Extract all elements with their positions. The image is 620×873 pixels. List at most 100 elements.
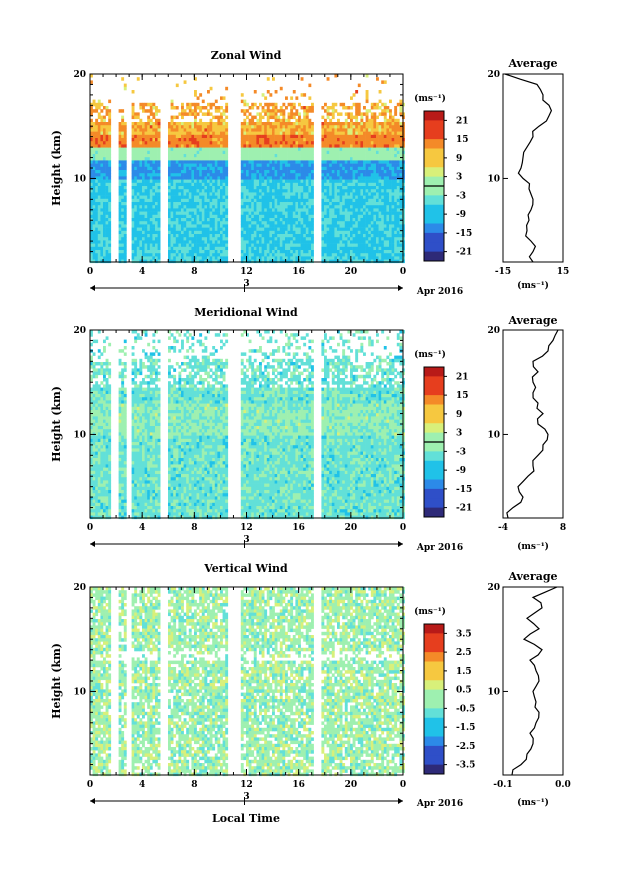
heatmap-cell [305,150,309,155]
heatmap-cell [100,259,104,264]
heatmap-cell [90,160,93,164]
heatmap-cell [155,170,158,174]
heatmap-cell [295,250,299,254]
heatmap-cell [383,160,387,164]
heatmap-cell [342,122,346,126]
heatmap-cell [246,202,249,206]
heatmap-cell [277,170,281,174]
heatmap-cell [272,202,275,206]
heatmap-cell [212,115,216,120]
heatmap-cell [347,221,351,225]
heatmap-cell [253,150,257,155]
heatmap-cell [363,211,366,216]
heatmap-cell [285,205,288,209]
heatmap-cell [303,138,307,142]
heatmap-cell [134,125,138,129]
heatmap-cell [347,160,351,164]
heatmap-cell [363,125,366,129]
heatmap-cell [212,186,216,190]
heatmap-cell [347,166,351,171]
heatmap-cell [196,128,200,132]
heatmap-cell [199,234,203,238]
heatmap-cell [303,186,307,190]
heatmap-cell [344,166,348,171]
heatmap-cell [246,227,249,232]
heatmap-cell [305,198,309,203]
heatmap-cell [386,160,390,164]
heatmap-cell [368,109,372,113]
heatmap-cell [136,237,140,241]
heatmap-cell [378,173,382,177]
heatmap-cell [222,234,226,238]
heatmap-cell [248,170,252,174]
heatmap-cell [329,134,333,139]
heatmap-cell [394,202,398,206]
heatmap-cell [331,182,335,187]
heatmap-cell [311,224,314,228]
heatmap-cell [92,154,96,158]
heatmap-cell [259,157,262,161]
heatmap-cell [194,173,197,177]
heatmap-cell [264,230,268,235]
heatmap-cell [225,182,229,187]
heatmap-cell [295,118,299,123]
heatmap-cell [253,144,257,148]
heatmap-cell [183,80,187,84]
heatmap-cell [240,227,244,232]
heatmap-cell [170,131,174,136]
heatmap-cell [277,230,281,235]
heatmap-cell [311,122,314,126]
heatmap-cell [207,150,210,155]
heatmap-cell [389,221,392,225]
heatmap-cell [134,128,138,132]
heatmap-cell [326,237,330,241]
heatmap-cell [350,115,353,120]
heatmap-cell [144,128,148,132]
heatmap-cell [139,205,143,209]
heatmap-cell [95,118,99,123]
heatmap-cell [173,157,177,161]
heatmap-cell [305,205,309,209]
heatmap-cell [251,198,255,203]
heatmap-cell [290,176,294,180]
heatmap-cell [365,173,369,177]
heatmap-cell [396,224,400,228]
heatmap-cell [220,230,223,235]
heatmap-cell [97,144,101,148]
heatmap-cell [373,243,377,248]
heatmap-cell [157,134,161,139]
heatmap-cell [191,112,195,116]
heatmap-cell [264,227,268,232]
heatmap-cell [287,230,291,235]
heatmap-cell [391,234,395,238]
heatmap-cell [103,122,106,126]
heatmap-cell [331,163,335,168]
heatmap-cell [386,198,390,203]
heatmap-cell [181,109,184,113]
heatmap-cell [194,109,197,113]
heatmap-cell [259,246,262,251]
heatmap-cell [337,134,340,139]
heatmap-cell [121,122,125,126]
heatmap-cell [92,227,96,232]
heatmap-cell [105,122,109,126]
heatmap-cell [183,189,187,193]
heatmap-cell [355,189,359,193]
heatmap-cell [178,173,182,177]
heatmap-cell [308,253,312,257]
heatmap-cell [342,253,346,257]
heatmap-cell [396,150,400,155]
heatmap-cell [222,96,226,100]
heatmap-cell [212,189,216,193]
heatmap-cell [194,259,197,264]
heatmap-cell [220,163,223,168]
heatmap-cell [194,208,197,212]
heatmap-cell [368,208,372,212]
heatmap-cell [209,125,213,129]
heatmap-cell [266,224,270,228]
heatmap-cell [339,214,343,219]
heatmap-cell [305,253,309,257]
heatmap-cell [305,166,309,171]
heatmap-cell [363,128,366,132]
heatmap-cell [300,144,304,148]
